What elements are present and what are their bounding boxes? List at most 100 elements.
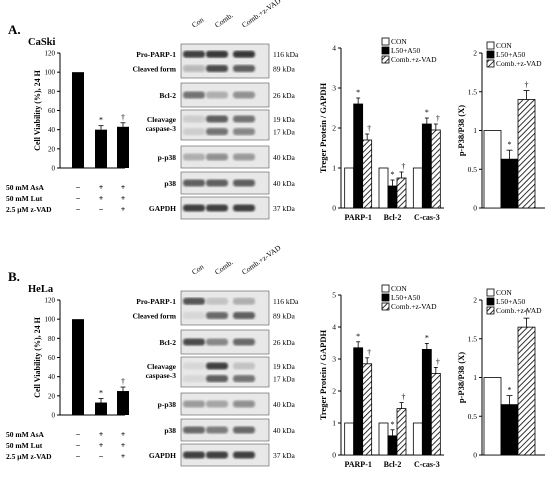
legend-swatch — [381, 284, 390, 293]
protein-bar — [378, 167, 389, 209]
legend-label: L50+A50 — [391, 293, 420, 302]
blot-row-sublabel: caspase-3 — [146, 371, 177, 380]
protein-bar — [412, 167, 423, 209]
panel-label: B. — [8, 269, 20, 284]
blot-band — [206, 400, 228, 408]
molecular-weight-label: 40 kDa — [273, 426, 296, 435]
protein-bar-chart: Treger Protein / GAPDH 0 1 2 3 4 5 PARP-1 * † Bcl-… — [318, 284, 444, 469]
pp38-y-axis-label: p-P38/P38 (X) — [456, 105, 466, 156]
legend-label: Comb.+z-VAD — [496, 59, 542, 68]
significance-mark: * — [425, 333, 429, 342]
blot-band — [183, 64, 205, 72]
blot-band — [183, 91, 205, 99]
viability-y-tick-label: 100 — [45, 69, 56, 77]
viability-y-tick-label: 120 — [45, 50, 56, 58]
cell-line-label: HeLa — [28, 284, 54, 295]
viability-chart: Cell Viability (%), 24 H 0 20 40 60 80 100 120 *… — [6, 50, 129, 214]
blot-band — [233, 400, 255, 408]
blot-band — [233, 362, 255, 370]
protein-bar — [344, 422, 355, 456]
viability-chart: Cell Viability (%), 24 H 0 20 40 60 80 100 120 *… — [6, 297, 129, 461]
significance-mark: † — [121, 113, 125, 122]
legend-swatch — [381, 55, 390, 64]
protein-y-tick-label: 1 — [332, 164, 336, 173]
protein-bar — [421, 348, 432, 456]
significance-mark: † — [402, 162, 406, 171]
treatment-sign: + — [99, 441, 104, 450]
treatment-sign: + — [121, 183, 126, 192]
legend-swatch — [486, 288, 495, 297]
pp38-y-tick-label: 0 — [473, 204, 477, 213]
treatment-sign: − — [76, 183, 81, 192]
treatment-sign: + — [99, 183, 104, 192]
protein-category-label: C-cas-3 — [414, 213, 440, 222]
blot-band — [183, 362, 205, 370]
pp38-bar-chart: p-P38/P38 (X) 0 0.5 1 1.5 2 CON * L50+A50†Comb.+… — [456, 288, 545, 460]
treatment-sign: + — [121, 194, 126, 203]
protein-y-tick-label: 2 — [332, 124, 336, 133]
molecular-weight-label: 40 kDa — [273, 400, 296, 409]
blot-band — [233, 375, 255, 383]
blot-row-label: Pro-PARP-1 — [136, 50, 176, 59]
viability-y-tick-label: 100 — [45, 316, 56, 324]
viability-bar — [95, 402, 107, 415]
legend-swatch — [486, 41, 495, 50]
blot-band — [183, 451, 205, 459]
significance-mark: † — [121, 377, 125, 386]
blot-row-sublabel: caspase-3 — [146, 124, 177, 133]
blot-row-label: GAPDH — [149, 451, 176, 460]
blot-strip — [180, 356, 270, 388]
significance-mark: * — [391, 170, 395, 179]
viability-bar — [117, 391, 129, 415]
protein-bar — [362, 363, 373, 456]
blot-row-label: GAPDH — [149, 204, 176, 213]
blot-strip — [180, 43, 270, 79]
blot-band — [183, 426, 205, 434]
significance-mark: * — [425, 108, 429, 117]
treatment-label: 50 mM Lut — [6, 441, 43, 450]
significance-mark: † — [367, 348, 371, 357]
legend-swatch — [381, 37, 390, 46]
viability-y-tick-label: 40 — [48, 373, 56, 381]
significance-mark: * — [356, 332, 360, 341]
blot-row-label: Pro-PARP-1 — [136, 297, 176, 306]
viability-bar — [72, 319, 84, 415]
blot-band — [206, 153, 228, 161]
significance-mark: * — [508, 386, 512, 395]
protein-y-tick-label: 4 — [332, 323, 336, 332]
blot-band — [183, 311, 205, 319]
legend-swatch — [486, 59, 495, 68]
blot-band — [183, 297, 205, 305]
protein-y-tick-label: 4 — [332, 44, 336, 53]
protein-y-tick-label: 0 — [332, 451, 336, 460]
pp38-y-tick-label: 1 — [473, 126, 477, 135]
blot-band — [183, 375, 205, 383]
protein-category-label: PARP-1 — [344, 460, 371, 469]
protein-bar — [421, 123, 432, 209]
legend-swatch — [381, 46, 390, 55]
protein-bar — [362, 139, 373, 209]
blot-band — [206, 64, 228, 72]
blot-band — [233, 153, 255, 161]
significance-mark: † — [525, 81, 529, 90]
molecular-weight-label: 40 kDa — [273, 153, 296, 162]
protein-category-label: Bcl-2 — [384, 460, 402, 469]
treatment-label: 50 mM AsA — [6, 183, 44, 192]
blot-band — [206, 362, 228, 370]
blot-band — [233, 64, 255, 72]
molecular-weight-label: 37 kDa — [273, 451, 296, 460]
pp38-bar — [483, 377, 502, 456]
treatment-sign: − — [99, 205, 104, 214]
viability-y-tick-label: 40 — [48, 126, 56, 134]
blot-band — [183, 338, 205, 346]
blot-band — [233, 115, 255, 123]
pp38-y-tick-label: 2 — [473, 296, 477, 305]
blot-band — [233, 311, 255, 319]
lane-label: Comb.+z-VAD — [240, 243, 283, 277]
blot-row-label: p38 — [164, 179, 176, 188]
viability-y-tick-label: 0 — [52, 165, 56, 173]
blot-band — [206, 128, 228, 136]
protein-y-tick-label: 0 — [332, 204, 336, 213]
protein-category-label: PARP-1 — [344, 213, 371, 222]
blot-row-label: p-p38 — [158, 400, 177, 409]
